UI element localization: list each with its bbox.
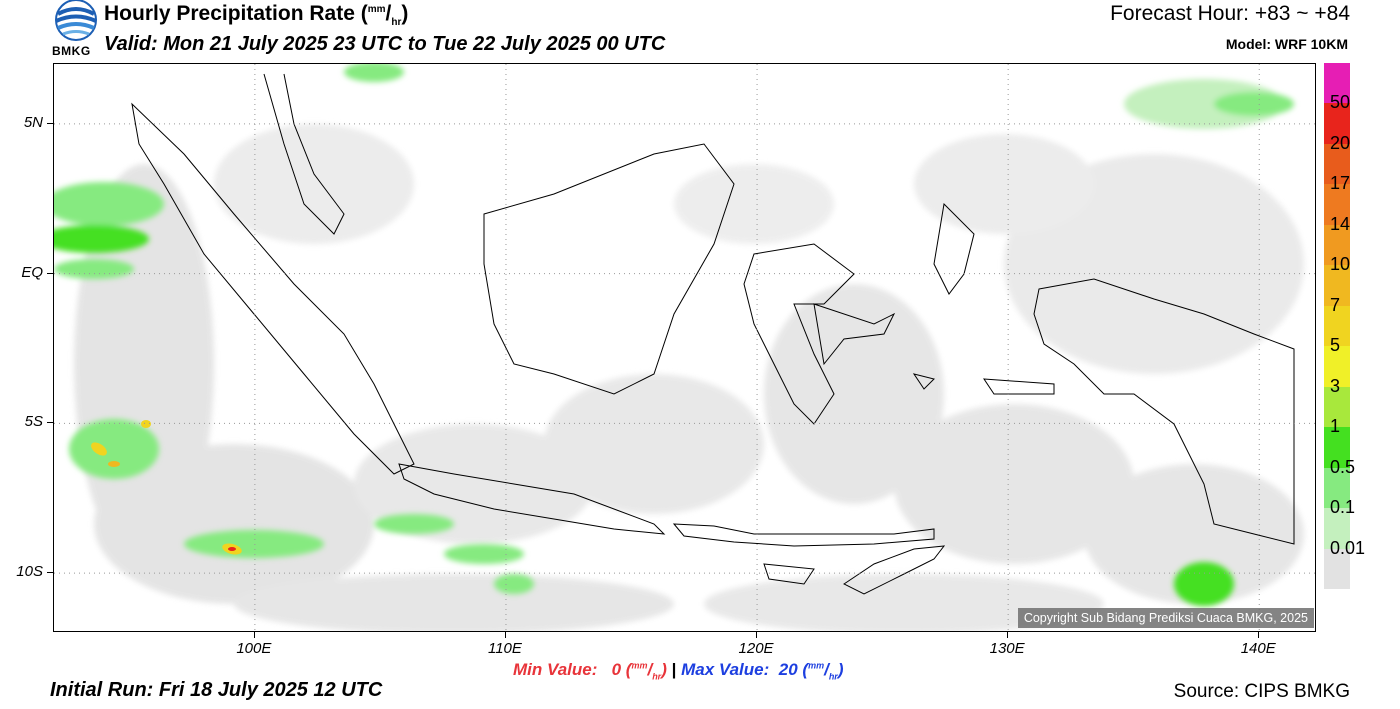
legend-label: 17 [1330, 173, 1351, 194]
precipitation-map [53, 63, 1316, 632]
legend-label: 20 [1330, 132, 1351, 153]
copyright-label: Copyright Sub Bidang Prediksi Cuaca BMKG… [1017, 608, 1314, 628]
source-label: Source: CIPS BMKG [1173, 681, 1350, 702]
bmkg-logo-icon [55, 0, 97, 41]
lon-tick-mark [1007, 632, 1009, 638]
legend-swatch [1324, 427, 1350, 468]
legend-swatch [1324, 508, 1350, 549]
lon-tick-mark [253, 632, 255, 638]
min-max-values: Min Value: 0 (mm/hr) | Max Value: 20 (mm… [513, 660, 844, 682]
lon-tick-label: 100E [236, 640, 272, 657]
legend-label: 10 [1330, 254, 1351, 275]
moderate-rain-field [54, 64, 1294, 606]
color-legend [1324, 63, 1350, 589]
lon-tick-label: 120E [738, 640, 774, 657]
min-value: 0 [611, 660, 622, 679]
max-value-label: Max Value: [681, 660, 770, 679]
graticule [54, 64, 1315, 631]
legend-swatch [1324, 305, 1350, 347]
lat-tick-label: 5S [24, 413, 43, 431]
min-unit-den: hr [652, 671, 662, 682]
legend-swatch [1324, 63, 1350, 104]
lat-tick-mark [47, 272, 53, 274]
legend-swatch [1324, 265, 1350, 306]
legend-label: 7 [1330, 294, 1341, 315]
title-unit-den: hr [391, 17, 402, 29]
map-canvas [54, 64, 1315, 631]
max-value: 20 [778, 660, 798, 679]
lat-tick-mark [47, 122, 53, 124]
lat-tick-label: EQ [21, 263, 43, 281]
title-prefix: Hourly Precipitation Rate ( [104, 2, 368, 25]
lon-tick-mark [504, 632, 506, 638]
legend-label: 0.01 [1330, 537, 1366, 558]
lat-tick-mark [47, 572, 53, 574]
legend-label: 0.5 [1330, 456, 1356, 477]
max-unit-den: hr [828, 671, 838, 682]
model-name: Model: WRF 10KM [1225, 36, 1348, 52]
lat-tick-label: 5N [23, 113, 43, 131]
chart-title: Hourly Precipitation Rate (mm/hr) [104, 2, 409, 29]
forecast-hour: Forecast Hour: +83 ~ +84 [1110, 2, 1350, 25]
title-unit-num: mm [367, 4, 386, 15]
legend-label: 3 [1330, 375, 1341, 396]
logo-text: BMKG [52, 44, 91, 58]
legend-swatch [1324, 346, 1350, 387]
lon-tick-label: 130E [989, 640, 1025, 657]
legend-swatch [1324, 103, 1350, 144]
lon-tick-label: 110E [487, 640, 522, 657]
lon-tick-mark [756, 632, 758, 638]
valid-time: Valid: Mon 21 July 2025 23 UTC to Tue 22… [104, 33, 666, 55]
min-unit-num: mm [631, 660, 648, 671]
bmkg-logo: BMKG [50, 0, 102, 60]
lat-tick-label: 10S [16, 563, 43, 581]
lon-tick-label: 140E [1240, 640, 1276, 657]
legend-swatch [1324, 467, 1350, 509]
legend-label: 1 [1330, 416, 1341, 437]
legend-swatch [1324, 548, 1350, 589]
legend-label: 0.1 [1330, 497, 1356, 518]
lat-tick-mark [47, 422, 53, 424]
min-value-label: Min Value: [513, 660, 598, 679]
legend-label: 5 [1330, 335, 1341, 356]
title-suffix: ) [401, 2, 409, 25]
legend-swatch [1324, 386, 1350, 428]
lon-tick-mark [1258, 632, 1260, 638]
heavy-rain-cells [91, 420, 242, 555]
value-separator: | [671, 660, 677, 679]
legend-swatch [1324, 143, 1350, 185]
legend-swatch [1324, 224, 1350, 266]
legend-swatch [1324, 184, 1350, 225]
legend-label: 14 [1330, 213, 1351, 234]
max-unit-num: mm [808, 660, 825, 671]
legend-label: 50 [1330, 92, 1351, 113]
initial-run: Initial Run: Fri 18 July 2025 12 UTC [50, 679, 383, 701]
